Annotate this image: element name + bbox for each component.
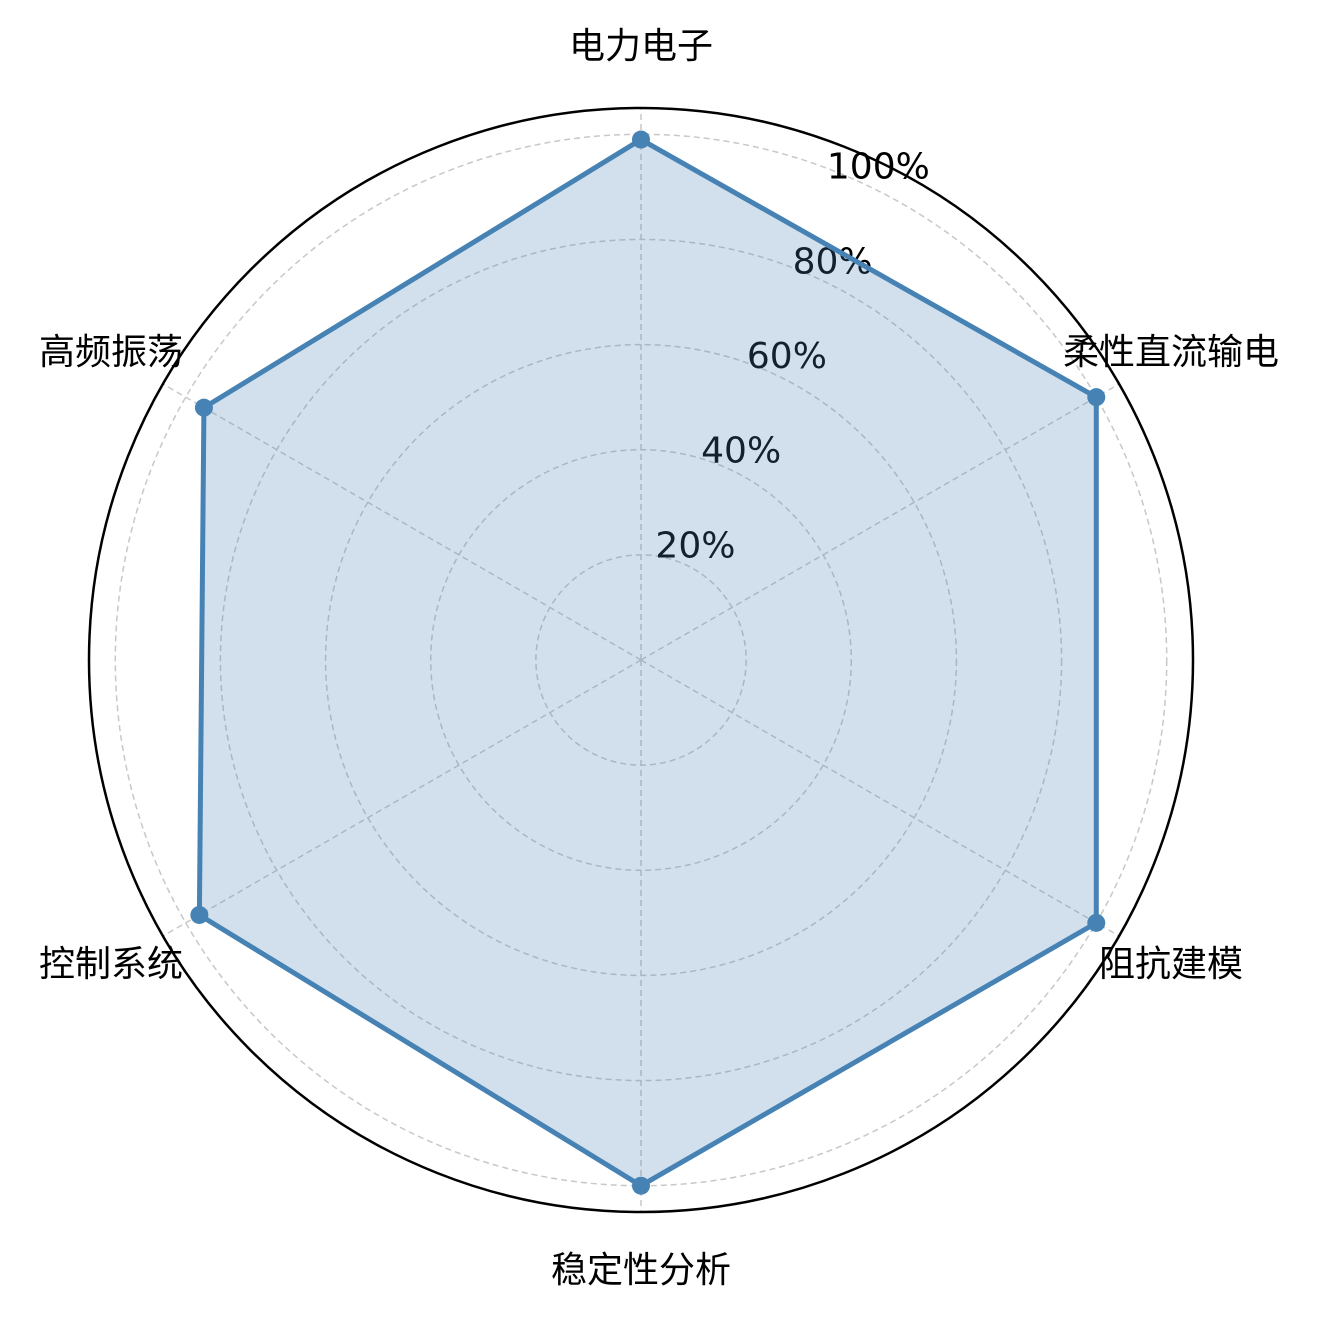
outer-frame xyxy=(87,106,1195,1214)
category-label: 柔性直流输电 xyxy=(1063,332,1279,373)
radar-point xyxy=(1087,913,1106,932)
radar-point xyxy=(194,398,213,417)
category-label: 稳定性分析 xyxy=(551,1250,731,1291)
r-tick-label: 60% xyxy=(747,336,827,377)
category-label: 电力电子 xyxy=(569,26,713,67)
spoke xyxy=(640,383,1120,661)
category-label: 控制系统 xyxy=(39,944,183,985)
radar-point xyxy=(1087,388,1106,407)
radar-point xyxy=(632,130,650,149)
spoke xyxy=(162,383,642,661)
radar-point xyxy=(632,1176,650,1195)
category-label: 高频振荡 xyxy=(39,332,183,373)
r-tick-label: 40% xyxy=(701,431,781,472)
spoke xyxy=(162,659,642,937)
radar-area xyxy=(196,137,1099,1189)
r-tick-label: 100% xyxy=(827,147,930,188)
r-tick-label: 20% xyxy=(655,525,735,566)
spoke xyxy=(640,659,1120,937)
radar-point xyxy=(190,905,209,924)
category-label: 阻抗建模 xyxy=(1099,944,1243,985)
